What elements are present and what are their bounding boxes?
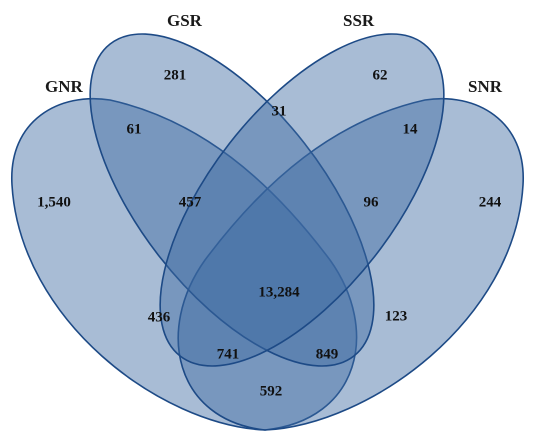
region-gnr-ssr: 436 [148,309,171,325]
region-gsr-only: 281 [164,67,187,83]
region-gnr-gsr: 61 [127,121,142,137]
region-gnr-gsr-ssr: 457 [179,194,202,210]
region-gsr-ssr-snr: 96 [364,194,380,210]
region-gnr-gsr-snr: 849 [316,346,339,362]
region-ssr-only: 62 [373,67,388,83]
region-snr-only: 244 [479,194,502,210]
region-ssr-snr: 14 [403,121,419,137]
set-label-gnr: GNR [45,77,84,96]
set-gsr-shape [89,33,375,367]
region-gsr-snr: 123 [385,308,408,324]
region-gnr-snr: 592 [260,383,283,399]
set-snr-shape [177,97,524,431]
region-gsr-ssr: 31 [272,103,287,119]
set-ssr-shape [159,33,445,367]
region-gnr-only: 1,540 [37,194,71,210]
set-label-snr: SNR [468,77,503,96]
set-label-ssr: SSR [343,11,375,30]
set-label-gsr: GSR [167,11,203,30]
region-all-four: 13,284 [258,284,300,300]
region-gnr-ssr-snr: 741 [217,346,240,362]
set-gnr-shape [11,97,358,431]
